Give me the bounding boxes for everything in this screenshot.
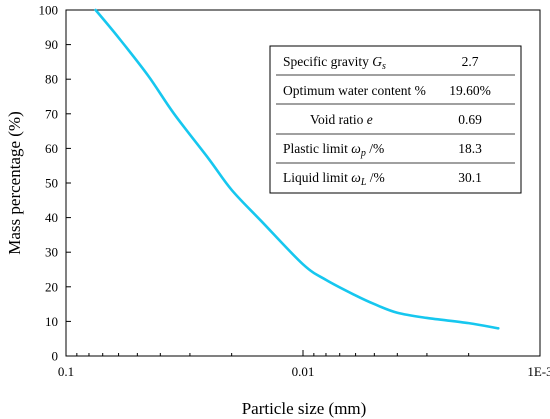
table-row-label: Optimum water content % <box>283 83 426 98</box>
y-tick-label: 10 <box>45 314 58 329</box>
x-tick-label: 1E-3 <box>527 364 550 379</box>
x-axis-ticks: 0.1 0.01 1E-3 <box>58 350 550 379</box>
x-axis-title: Particle size (mm) <box>242 399 367 418</box>
y-axis-ticks: 0 10 20 30 40 50 60 70 80 90 100 <box>39 3 71 364</box>
table-row-label: Liquid limit ωL /% <box>283 170 385 188</box>
y-axis-title: Mass percentage (%) <box>5 111 24 255</box>
x-tick-label: 0.1 <box>58 364 74 379</box>
table-row-value: 0.69 <box>458 112 482 127</box>
table-border <box>269 45 522 194</box>
y-tick-label: 30 <box>45 245 58 260</box>
table-row-label: Plastic limit ωp /% <box>283 141 384 159</box>
table-row-value: 30.1 <box>458 170 482 185</box>
y-tick-label: 40 <box>45 210 58 225</box>
properties-table: Specific gravity Gs 2.7 Optimum water cont… <box>269 45 522 194</box>
x-tick-label: 0.01 <box>292 364 315 379</box>
y-tick-label: 90 <box>45 37 58 52</box>
y-tick-label: 20 <box>45 279 58 294</box>
y-tick-label: 100 <box>39 3 59 18</box>
y-tick-label: 70 <box>45 106 58 121</box>
y-tick-label: 60 <box>45 141 58 156</box>
table-row-label: Specific gravity Gs <box>283 54 386 72</box>
table-row-label: Void ratio e <box>310 112 373 127</box>
y-tick-label: 0 <box>52 349 59 364</box>
table-row-value: 18.3 <box>458 141 482 156</box>
series-line <box>94 8 500 330</box>
series-layer <box>94 8 500 330</box>
table-row-value: 19.60% <box>449 83 491 98</box>
y-tick-label: 80 <box>45 72 58 87</box>
table-row-value: 2.7 <box>462 54 479 69</box>
y-tick-label: 50 <box>45 176 58 191</box>
